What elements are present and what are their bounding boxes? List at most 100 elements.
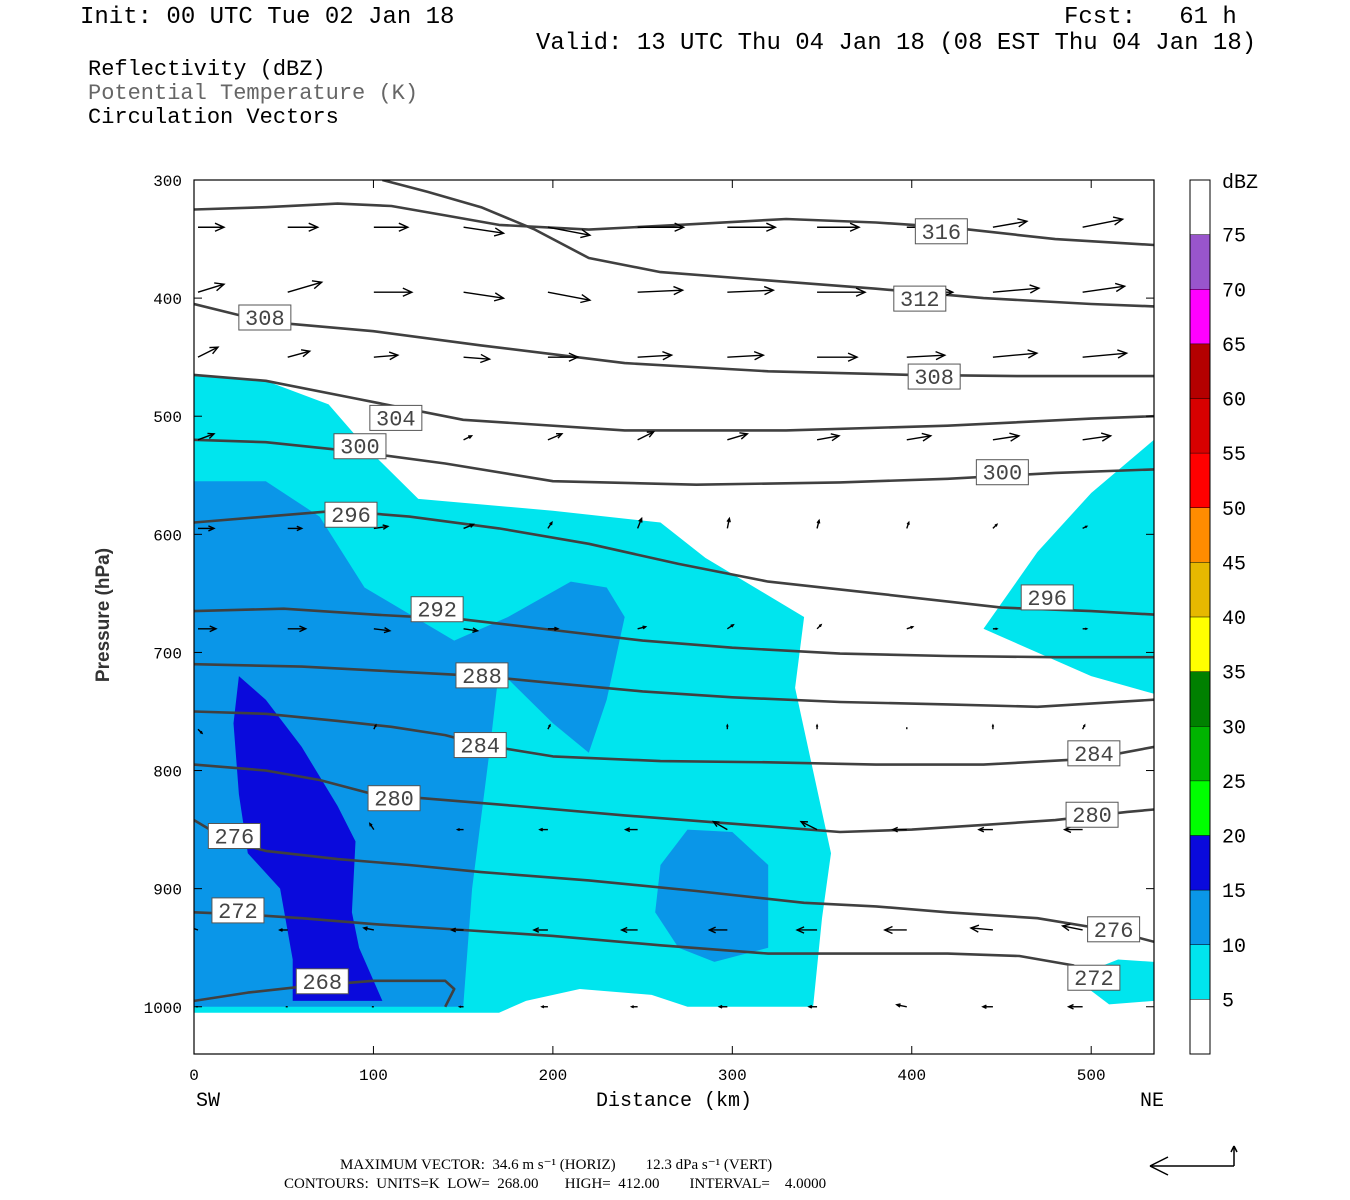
vector-head [753,350,766,361]
vector-head [299,625,308,633]
theta-label-276: 276 [1094,919,1134,944]
vector-shaft [992,352,1037,358]
circulation-vector [547,520,553,529]
circulation-vector [547,291,592,304]
vector-head [662,350,674,361]
y-tick-label: 300 [153,173,182,191]
theta-label-316: 316 [922,221,962,246]
colorbar-label: 35 [1222,663,1246,686]
vector-head [855,287,867,297]
vector-shaft [463,291,504,299]
circulation-vector [278,928,288,932]
vector-head [991,723,995,727]
vector-head [763,285,776,296]
vector-head [935,350,947,361]
theta-label-296: 296 [331,504,371,529]
vector-head [1084,627,1089,631]
vector-head [207,432,216,439]
vector-head [995,627,999,631]
theta-label-308: 308 [914,366,954,391]
circulation-vector [194,927,199,931]
circulation-vector [992,349,1039,359]
colorbar-swatch [1190,835,1210,891]
circulation-vector [1082,432,1113,442]
vector-head [807,1004,813,1009]
circulation-vector [197,282,226,293]
reflectivity-region-5dbz [983,439,1154,694]
vector-shaft [1082,218,1123,228]
vector-shaft [463,356,490,360]
vector-head [548,723,551,727]
vector-head [766,222,778,232]
theta-label-box-268 [295,968,349,995]
circulation-vector [816,623,823,630]
vector-shaft [547,433,563,441]
vector-shaft [463,226,504,234]
vector-head [815,723,819,727]
colorbar-swatch [1190,944,1210,1000]
colorbar-label: 65 [1222,335,1246,358]
circulation-vector [373,222,410,232]
circulation-vector [1082,525,1089,530]
colorbar-label: 30 [1222,717,1246,740]
y-tick-label: 400 [153,291,182,309]
vector-head [921,432,933,442]
vector-head [493,292,506,302]
vector-head [739,432,749,440]
colorbar-label: 75 [1222,226,1246,249]
circulation-vector [637,625,648,630]
vector-head [642,625,648,630]
vector-head [568,352,580,362]
circulation-vector [449,927,464,933]
theta-label-300: 300 [983,462,1023,487]
colorbar-label: 55 [1222,444,1246,467]
circulation-vector [906,350,947,361]
theta-label-288: 288 [462,665,502,690]
theta-label-box-308 [907,363,961,390]
circulation-vector [906,432,933,442]
vector-head [830,433,841,442]
vector-head [469,523,476,528]
circulation-vector [727,350,766,361]
field-potential-temperature: Potential Temperature (K) [88,81,419,106]
y-tick-label: 900 [153,882,182,900]
circulation-vector [727,285,776,296]
circulation-vector [362,926,374,931]
colorbar-swatch [1190,234,1210,290]
circulation-vector [197,728,204,735]
circulation-vector [992,432,1021,442]
vector-head [646,431,656,438]
theta-label-272: 272 [1074,967,1114,992]
theta-label-308: 308 [245,307,285,332]
plot-frame [193,179,1155,1055]
circulation-vector [532,927,548,933]
vector-head [795,926,805,934]
colorbar-label: 60 [1222,390,1246,413]
circulation-vector [463,291,506,302]
circulation-vector [373,626,392,634]
circulation-vector [287,349,312,358]
circulation-vector [1082,349,1129,359]
circulation-vector [727,222,778,232]
vector-head [891,826,898,833]
circulation-vector [287,525,304,532]
colorbar-swatch [1190,890,1210,945]
vector-head [278,928,283,932]
vector-head [1112,216,1125,226]
circulation-vector [991,723,995,730]
theta-label-296: 296 [1027,587,1067,612]
circulation-vector [547,433,564,441]
circulation-vector [807,1004,818,1009]
circulation-vector [906,520,910,529]
circulation-vector [799,820,818,831]
vector-head [799,820,808,828]
colorbar-label: 25 [1222,772,1246,795]
circulation-vector [619,926,638,934]
vector-shaft [970,927,993,931]
theta-label-box-272 [1067,964,1121,991]
vector-head [472,627,480,633]
vector-shaft [637,354,672,358]
x-tick-label: 300 [718,1067,747,1085]
circulation-vector [637,285,685,296]
circulation-vector [726,623,735,630]
